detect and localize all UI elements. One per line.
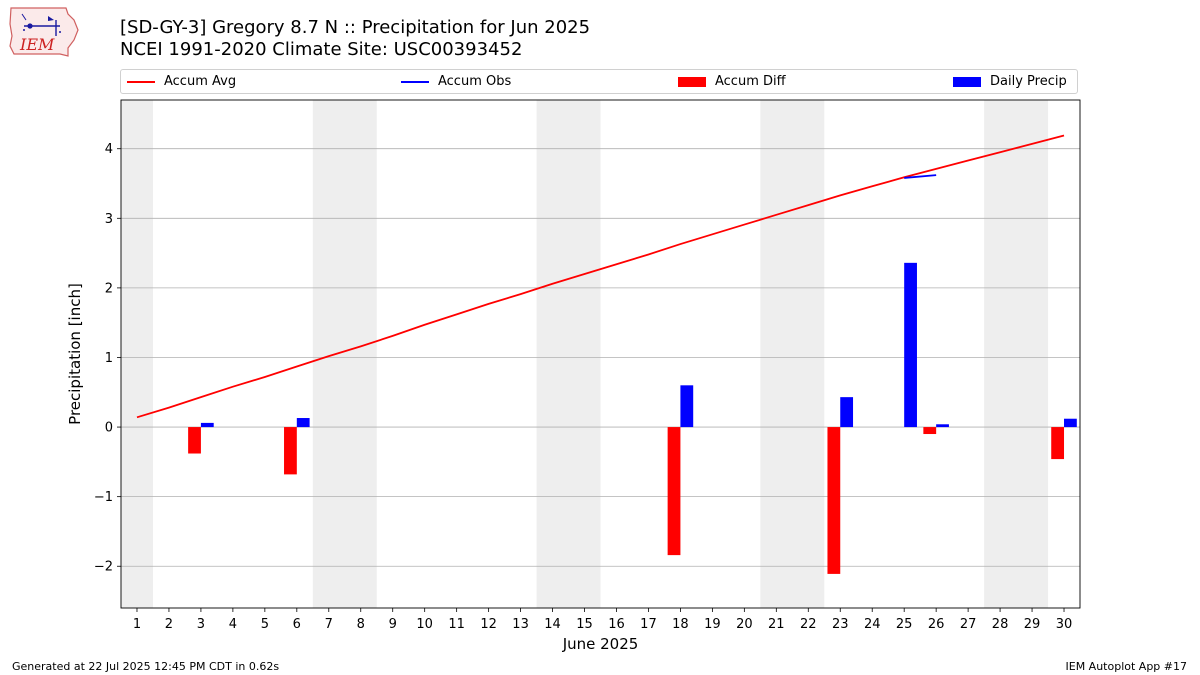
x-tick-label: 8	[357, 617, 365, 632]
daily-precip-bar	[840, 397, 854, 428]
x-tick-label: 30	[1056, 617, 1073, 632]
x-tick-label: 22	[800, 617, 817, 632]
x-tick-label: 3	[197, 617, 205, 632]
legend-swatch	[953, 76, 981, 87]
daily-precip-bar	[680, 385, 694, 428]
accum-diff-bar	[1051, 427, 1065, 460]
legend-label: Daily Precip	[990, 74, 1067, 89]
x-tick-label: 29	[1024, 617, 1041, 632]
legend-label: Accum Diff	[715, 74, 786, 89]
weekend-band	[536, 100, 601, 608]
daily-precip-bar	[936, 424, 949, 428]
x-tick-label: 1	[133, 617, 141, 632]
accum-diff-bar	[667, 427, 681, 556]
legend-item-accum-diff: Accum Diff	[678, 73, 786, 90]
y-tick-label: 4	[105, 142, 113, 157]
weekend-band	[121, 100, 153, 608]
x-tick-label: 11	[448, 617, 465, 632]
x-tick-label: 28	[992, 617, 1009, 632]
x-tick-label: 20	[736, 617, 753, 632]
accum-diff-bar	[188, 427, 201, 454]
weekend-band	[312, 100, 377, 608]
x-tick-label: 13	[512, 617, 529, 632]
iem-logo-icon: IEM	[9, 7, 79, 57]
legend-item-accum-obs: Accum Obs	[401, 73, 511, 90]
daily-precip-bar	[200, 422, 214, 428]
y-tick-label: −1	[94, 490, 113, 505]
x-axis-label: June 2025	[562, 635, 639, 653]
daily-precip-bar	[1064, 418, 1077, 428]
x-tick-label: 24	[864, 617, 881, 632]
generated-timestamp: Generated at 22 Jul 2025 12:45 PM CDT in…	[12, 660, 280, 673]
x-tick-label: 17	[640, 617, 657, 632]
accum-diff-bar	[284, 427, 297, 475]
accum-avg-line	[136, 134, 1065, 419]
x-tick-label: 4	[229, 617, 237, 632]
x-tick-label: 23	[832, 617, 849, 632]
legend-item-daily-precip: Daily Precip	[953, 73, 1067, 90]
app-credit: IEM Autoplot App #17	[1065, 660, 1188, 673]
x-tick-label: 2	[165, 617, 173, 632]
legend-item-accum-avg: Accum Avg	[127, 73, 236, 90]
daily-precip-bar	[904, 262, 917, 428]
x-tick-label: 19	[704, 617, 721, 632]
y-tick-label: 0	[105, 421, 113, 436]
chart-title: [SD-GY-3] Gregory 8.7 N :: Precipitation…	[120, 17, 591, 38]
x-tick-label: 10	[416, 617, 433, 632]
daily-precip-bar	[296, 418, 310, 428]
x-tick-label: 27	[960, 617, 977, 632]
chart-subtitle: NCEI 1991-2020 Climate Site: USC00393452	[120, 39, 523, 60]
x-tick-label: 18	[672, 617, 689, 632]
x-tick-label: 14	[544, 617, 561, 632]
x-tick-label: 21	[768, 617, 785, 632]
y-tick-label: 3	[105, 212, 113, 227]
accum-diff-bar	[923, 427, 937, 435]
x-tick-label: 7	[325, 617, 333, 632]
legend-swatch	[401, 80, 429, 83]
legend-swatch	[127, 80, 155, 83]
x-tick-label: 16	[608, 617, 625, 632]
accum-diff-bar	[827, 427, 841, 574]
weekend-band	[984, 100, 1049, 608]
y-tick-label: −2	[94, 560, 113, 575]
x-tick-label: 12	[480, 617, 497, 632]
legend-label: Accum Avg	[164, 74, 237, 89]
plot-frame	[120, 99, 1081, 609]
x-tick-label: 26	[928, 617, 945, 632]
chart-legend: Accum Avg Accum Obs Accum Diff Daily Pre…	[120, 69, 1078, 94]
y-tick-label: 2	[105, 281, 113, 296]
x-tick-label: 15	[576, 617, 593, 632]
x-tick-label: 6	[293, 617, 301, 632]
x-tick-label: 25	[896, 617, 913, 632]
accum-obs-line	[904, 174, 937, 179]
y-axis-label: Precipitation [inch]	[66, 283, 84, 425]
logo-text: IEM	[19, 35, 55, 54]
x-tick-label: 5	[261, 617, 269, 632]
weekend-band	[760, 100, 825, 608]
x-tick-label: 9	[389, 617, 397, 632]
legend-swatch	[678, 76, 706, 87]
y-tick-label: 1	[105, 351, 113, 366]
legend-label: Accum Obs	[438, 74, 512, 89]
